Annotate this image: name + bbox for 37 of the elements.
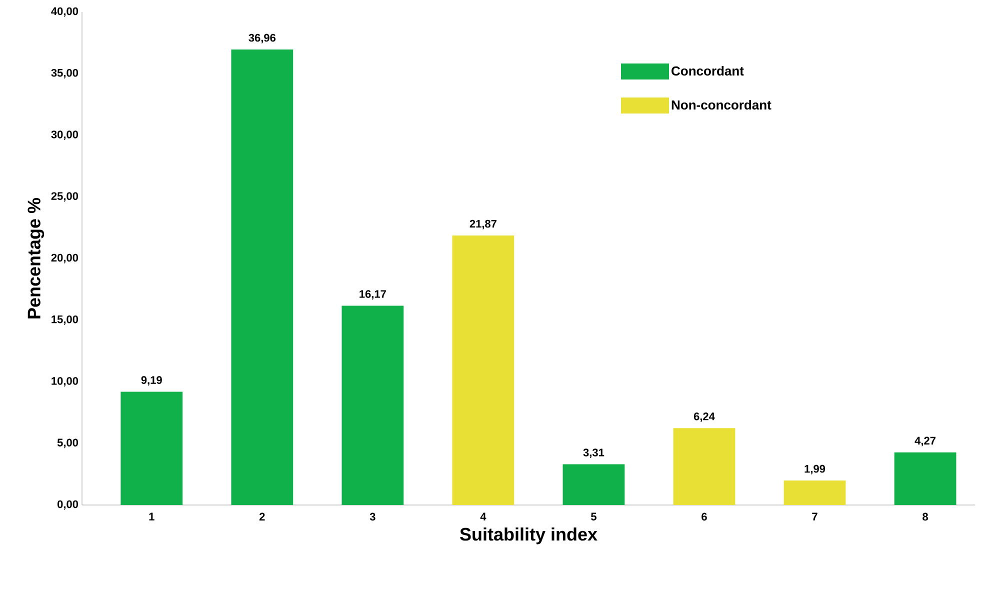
data-label: 21,87	[470, 220, 496, 230]
y-tick-label: 0,00	[58, 500, 78, 510]
x-tick-label: 2	[259, 512, 265, 520]
data-label: 9,19	[141, 376, 162, 386]
bar	[673, 428, 736, 505]
x-tick-label: 6	[702, 512, 707, 521]
x-tick-label: 5	[591, 512, 596, 520]
y-tick-label: 25,00	[51, 192, 78, 202]
bar	[120, 392, 183, 505]
bar	[784, 480, 846, 505]
y-tick-label: 35,00	[51, 68, 78, 78]
legend-label: Non-concordant	[672, 100, 772, 110]
data-label: 6,24	[694, 412, 715, 422]
x-tick-label: 8	[922, 512, 928, 521]
y-tick-label: 30,00	[51, 130, 78, 140]
y-tick-label: 5,00	[57, 438, 78, 448]
y-tick-label: 40,00	[51, 7, 78, 17]
x-tick-label: 7	[812, 512, 818, 520]
bar	[342, 306, 404, 505]
data-label: 36,96	[248, 34, 276, 44]
y-axis-title: Pencentage %	[28, 198, 44, 318]
bar	[562, 464, 625, 505]
data-label: 1,99	[804, 464, 826, 474]
x-axis-title: Suitability index	[460, 527, 598, 544]
x-tick-label: 1	[149, 512, 154, 520]
bar	[452, 235, 514, 505]
data-label: 3,31	[583, 448, 604, 458]
data-label: 4,27	[914, 436, 936, 446]
y-tick-label: 10,00	[52, 377, 78, 386]
bar	[231, 49, 294, 505]
x-tick-label: 4	[480, 512, 486, 520]
data-label: 16,17	[360, 290, 386, 300]
x-tick-label: 3	[370, 512, 376, 521]
y-tick-label: 15,00	[52, 315, 78, 325]
y-tick-label: 20,00	[51, 254, 78, 264]
bar	[894, 452, 956, 505]
legend-label: Concordant	[672, 66, 744, 76]
